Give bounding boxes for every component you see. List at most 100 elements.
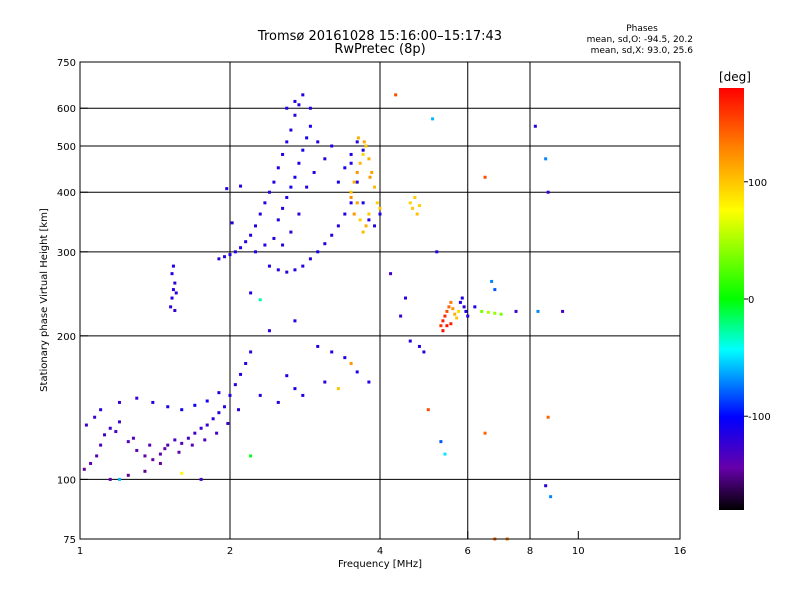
echo-point <box>466 314 470 318</box>
echo-point <box>293 387 297 391</box>
echo-point <box>253 224 257 228</box>
echo-point <box>223 255 227 259</box>
echo-point <box>364 224 368 228</box>
echo-point <box>226 421 230 425</box>
grid-lines <box>80 62 680 539</box>
x-tick-label: 4 <box>377 546 383 557</box>
echo-point <box>349 195 353 199</box>
echo-point <box>493 311 497 315</box>
echo-point <box>173 281 177 285</box>
colorbar-label: [deg] <box>719 70 751 84</box>
echo-point <box>158 461 162 465</box>
echo-point <box>455 316 459 320</box>
echo-point <box>174 291 178 295</box>
echo-point <box>199 477 203 481</box>
echo-point <box>426 408 430 412</box>
echo-point <box>249 350 253 354</box>
echo-point <box>239 246 243 250</box>
echo-point <box>323 157 327 161</box>
stats-o-mode: mean, sd,O: -94.5, 20.2 <box>587 35 693 45</box>
echo-point <box>126 440 130 444</box>
echo-point <box>308 106 312 110</box>
y-tick-label: 400 <box>57 188 76 199</box>
echo-point <box>408 201 412 205</box>
echo-point <box>301 148 305 152</box>
echo-point <box>228 253 232 257</box>
echo-point <box>230 221 234 225</box>
echo-point <box>89 461 93 465</box>
stats-heading: Phases <box>626 24 658 34</box>
echo-point <box>316 140 320 144</box>
echo-point <box>170 272 174 276</box>
colorbar-tick-label: 100 <box>748 178 767 189</box>
echo-point <box>364 144 368 148</box>
echo-point <box>533 124 537 128</box>
echo-point <box>99 443 103 447</box>
echo-point <box>285 374 289 378</box>
echo-point <box>464 309 468 313</box>
echo-point <box>490 279 494 283</box>
chart-title: Tromsø 20161028 15:16:00–15:17:43 <box>257 29 502 44</box>
echo-point <box>367 212 371 216</box>
echo-point <box>546 415 550 419</box>
echo-point <box>323 380 327 384</box>
echo-point <box>171 288 175 292</box>
echo-point <box>361 230 365 234</box>
echo-point <box>355 140 359 144</box>
echo-point <box>355 370 359 374</box>
echo-point <box>457 309 461 313</box>
echo-point <box>193 431 197 435</box>
echo-point <box>173 308 177 312</box>
echo-point <box>561 309 565 313</box>
y-axis-ticks: 75 100 200 300 400 500 600 750 <box>57 58 88 546</box>
echo-point <box>301 264 305 268</box>
echo-point <box>193 403 197 407</box>
echo-point <box>267 264 271 268</box>
echo-point <box>330 144 334 148</box>
echo-point <box>355 201 359 205</box>
echo-point <box>239 372 243 376</box>
x-tick-label: 8 <box>527 546 533 557</box>
echo-point <box>480 309 484 313</box>
echo-point <box>460 296 464 300</box>
echo-point <box>352 212 356 216</box>
echo-point <box>281 243 285 247</box>
echo-point <box>228 393 232 397</box>
echo-point <box>378 206 382 210</box>
echo-point <box>458 300 462 304</box>
echo-point <box>483 431 487 435</box>
echo-point <box>103 433 107 437</box>
echo-point <box>289 128 293 132</box>
echo-point <box>361 201 365 205</box>
echo-point <box>323 242 327 246</box>
data-points <box>82 93 565 541</box>
echo-point <box>289 185 293 189</box>
echo-point <box>180 408 184 412</box>
echo-point <box>447 305 451 309</box>
echo-point <box>171 264 175 268</box>
y-tick-label: 750 <box>57 58 76 69</box>
echo-point <box>355 170 359 174</box>
echo-point <box>352 180 356 184</box>
echo-point <box>267 329 271 333</box>
echo-point <box>258 393 262 397</box>
echo-point <box>217 257 221 261</box>
echo-point <box>336 387 340 391</box>
echo-point <box>355 180 359 184</box>
echo-point <box>205 423 209 427</box>
echo-point <box>205 399 209 403</box>
echo-point <box>394 93 398 97</box>
echo-point <box>441 319 445 323</box>
echo-point <box>253 250 257 254</box>
colorbar <box>719 88 744 510</box>
echo-point <box>281 152 285 156</box>
echo-point <box>258 298 262 302</box>
colorbar-ticks: 100 0 -100 <box>744 178 771 423</box>
echo-point <box>170 296 174 300</box>
x-axis-label: Frequency [MHz] <box>338 559 422 570</box>
echo-point <box>158 452 162 456</box>
echo-point <box>276 218 280 222</box>
echo-point <box>343 166 347 170</box>
chart-subtitle: RwPretec (8p) <box>334 42 425 57</box>
echo-point <box>417 204 421 208</box>
